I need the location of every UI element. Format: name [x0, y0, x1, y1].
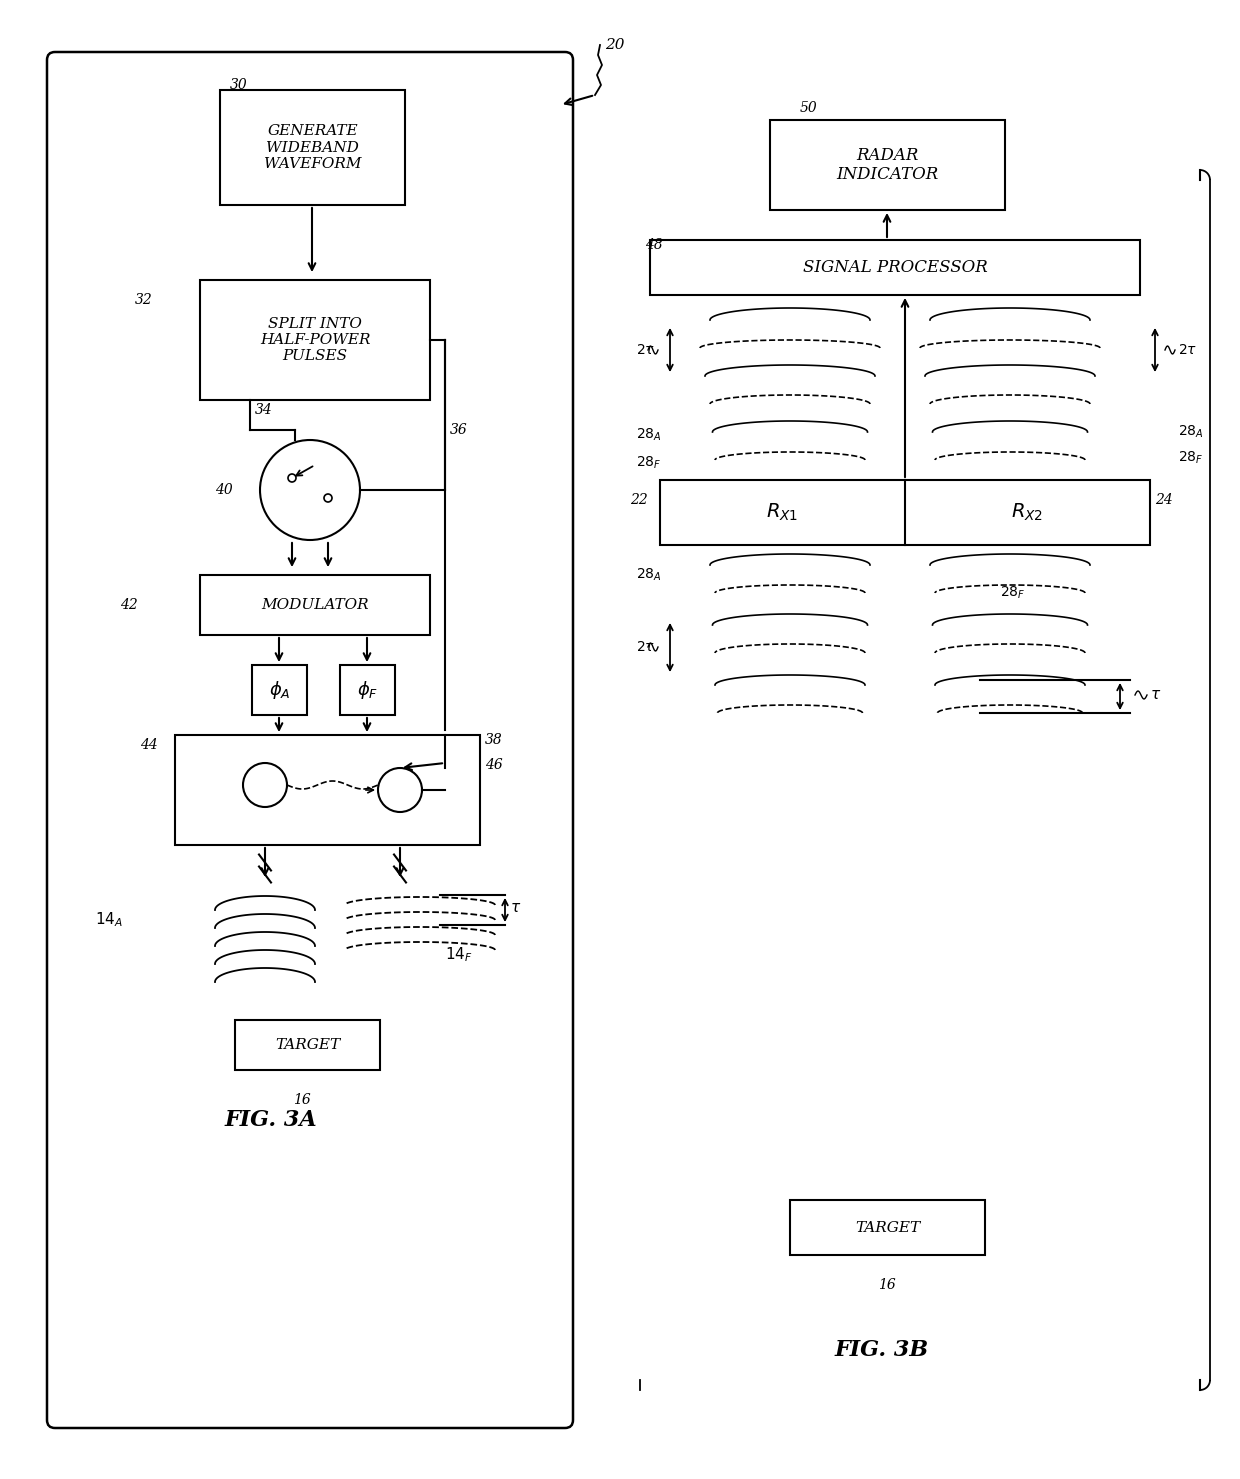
Text: FIG. 3B: FIG. 3B	[835, 1338, 929, 1361]
Bar	[340, 666, 396, 714]
Text: 32: 32	[135, 293, 153, 308]
Text: 44: 44	[140, 738, 157, 751]
Text: $14_A$: $14_A$	[95, 911, 123, 929]
Text: 38: 38	[485, 734, 502, 747]
Text: $\phi_F$: $\phi_F$	[357, 679, 378, 701]
Text: 48: 48	[645, 238, 662, 251]
Text: $2\tau$: $2\tau$	[636, 343, 655, 356]
Text: $2\tau$: $2\tau$	[1178, 343, 1198, 356]
Text: $28_A$: $28_A$	[1178, 424, 1204, 441]
Text: RADAR
INDICATOR: RADAR INDICATOR	[836, 146, 939, 183]
Text: TARGET: TARGET	[854, 1220, 920, 1235]
Text: $28_F$: $28_F$	[999, 584, 1025, 600]
Bar	[770, 120, 1004, 210]
Text: GENERATE
WIDEBAND
WAVEFORM: GENERATE WIDEBAND WAVEFORM	[264, 124, 361, 170]
Circle shape	[378, 768, 422, 812]
Text: $2\tau$: $2\tau$	[636, 640, 655, 654]
Text: $\phi_A$: $\phi_A$	[269, 679, 290, 701]
Text: 24: 24	[1154, 493, 1173, 507]
Bar	[219, 90, 405, 206]
Text: 34: 34	[255, 402, 273, 417]
Text: $28_A$: $28_A$	[636, 566, 662, 583]
Text: 40: 40	[215, 484, 233, 497]
Bar	[200, 280, 430, 399]
Text: TARGET: TARGET	[275, 1038, 340, 1052]
Text: 16: 16	[293, 1093, 311, 1106]
Text: $28_F$: $28_F$	[1178, 450, 1204, 466]
Text: 30: 30	[229, 78, 248, 92]
Bar	[175, 735, 480, 845]
Text: FIG. 3A: FIG. 3A	[224, 1109, 317, 1131]
Circle shape	[243, 763, 286, 808]
Bar	[252, 666, 308, 714]
Text: 50: 50	[800, 101, 817, 115]
Text: 20: 20	[605, 38, 625, 52]
Text: 36: 36	[450, 423, 467, 436]
Text: 16: 16	[878, 1278, 895, 1293]
Bar	[790, 1199, 985, 1256]
Text: 46: 46	[485, 759, 502, 772]
Text: MODULATOR: MODULATOR	[262, 598, 368, 612]
Bar	[236, 1021, 379, 1069]
FancyBboxPatch shape	[47, 52, 573, 1429]
Text: $R_{X2}$: $R_{X2}$	[1011, 501, 1043, 522]
Bar	[650, 240, 1140, 294]
Text: 42: 42	[120, 598, 138, 612]
Text: $28_F$: $28_F$	[636, 456, 661, 472]
Text: 22: 22	[630, 493, 647, 507]
Text: SPLIT INTO
HALF-POWER
PULSES: SPLIT INTO HALF-POWER PULSES	[259, 317, 371, 364]
Text: $28_A$: $28_A$	[636, 427, 662, 444]
Text: $R_{X1}$: $R_{X1}$	[766, 501, 799, 522]
Bar	[200, 575, 430, 634]
Text: $\tau$: $\tau$	[1149, 688, 1161, 703]
Text: $\tau$: $\tau$	[510, 901, 521, 916]
Text: $14_F$: $14_F$	[445, 945, 472, 964]
Bar	[660, 481, 1149, 544]
Text: SIGNAL PROCESSOR: SIGNAL PROCESSOR	[802, 259, 987, 277]
